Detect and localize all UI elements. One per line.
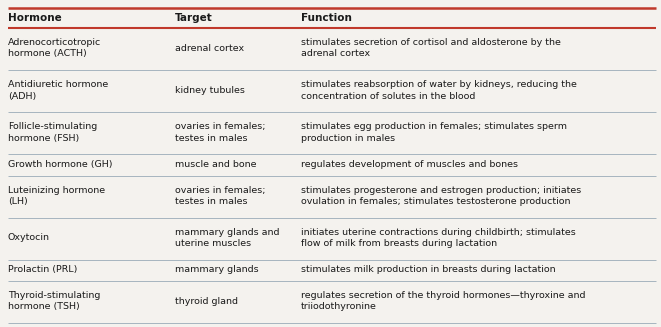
Text: regulates development of muscles and bones: regulates development of muscles and bon… xyxy=(301,160,518,169)
Text: Hormone: Hormone xyxy=(8,13,61,23)
Text: stimulates secretion of cortisol and aldosterone by the
adrenal cortex: stimulates secretion of cortisol and ald… xyxy=(301,38,561,59)
Text: mammary glands and
uterine muscles: mammary glands and uterine muscles xyxy=(175,228,280,248)
Text: stimulates reabsorption of water by kidneys, reducing the
concentration of solut: stimulates reabsorption of water by kidn… xyxy=(301,80,576,101)
Text: Luteinizing hormone
(LH): Luteinizing hormone (LH) xyxy=(8,185,105,206)
Text: Thyroid-stimulating
hormone (TSH): Thyroid-stimulating hormone (TSH) xyxy=(8,291,100,311)
Text: stimulates progesterone and estrogen production; initiates
ovulation in females;: stimulates progesterone and estrogen pro… xyxy=(301,185,581,206)
Text: initiates uterine contractions during childbirth; stimulates
flow of milk from b: initiates uterine contractions during ch… xyxy=(301,228,576,248)
Text: mammary glands: mammary glands xyxy=(175,266,259,274)
Text: adrenal cortex: adrenal cortex xyxy=(175,44,245,53)
Text: kidney tubules: kidney tubules xyxy=(175,86,245,95)
Text: Target: Target xyxy=(175,13,213,23)
Text: Follicle-stimulating
hormone (FSH): Follicle-stimulating hormone (FSH) xyxy=(8,122,97,143)
Text: Antidiuretic hormone
(ADH): Antidiuretic hormone (ADH) xyxy=(8,80,108,101)
Text: muscle and bone: muscle and bone xyxy=(175,160,256,169)
Text: ovaries in females;
testes in males: ovaries in females; testes in males xyxy=(175,185,266,206)
Text: stimulates milk production in breasts during lactation: stimulates milk production in breasts du… xyxy=(301,266,555,274)
Text: Oxytocin: Oxytocin xyxy=(8,233,50,242)
Text: Function: Function xyxy=(301,13,352,23)
Text: Prolactin (PRL): Prolactin (PRL) xyxy=(8,266,77,274)
Text: regulates secretion of the thyroid hormones—thyroxine and
triiodothyronine: regulates secretion of the thyroid hormo… xyxy=(301,291,585,311)
Text: ovaries in females;
testes in males: ovaries in females; testes in males xyxy=(175,122,266,143)
Text: stimulates egg production in females; stimulates sperm
production in males: stimulates egg production in females; st… xyxy=(301,122,566,143)
Text: Adrenocorticotropic
hormone (ACTH): Adrenocorticotropic hormone (ACTH) xyxy=(8,38,101,59)
Text: Growth hormone (GH): Growth hormone (GH) xyxy=(8,160,112,169)
Text: thyroid gland: thyroid gland xyxy=(175,297,238,306)
